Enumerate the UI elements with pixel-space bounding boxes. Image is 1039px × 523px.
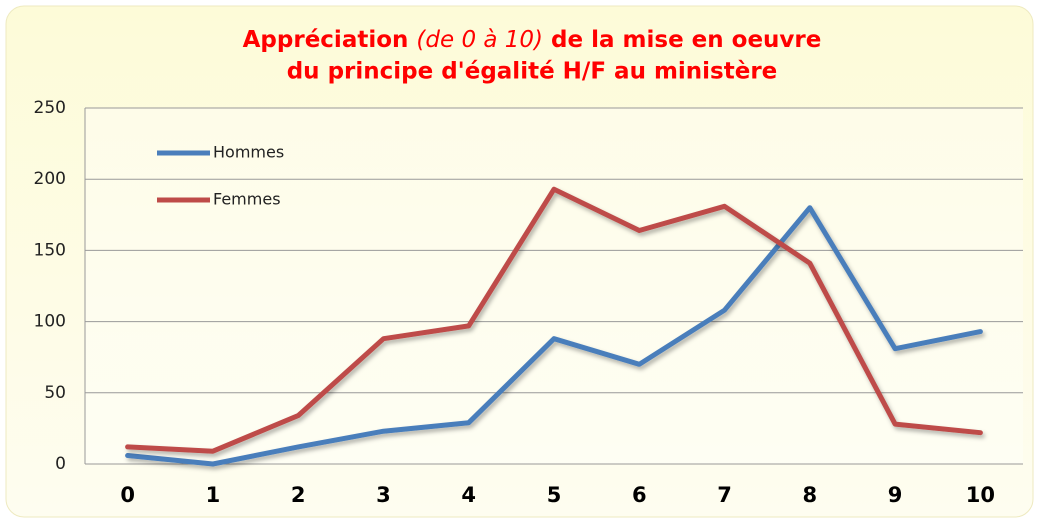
y-tick-label: 150 <box>34 240 66 260</box>
x-tick-label: 1 <box>206 483 221 507</box>
x-tick-label: 2 <box>291 483 306 507</box>
series-line <box>125 205 983 467</box>
x-tick-label: 8 <box>803 483 818 507</box>
chart-title: Appréciation (de 0 à 10) de la mise en o… <box>243 27 822 53</box>
x-tick-label: 9 <box>888 483 903 507</box>
y-tick-label: 0 <box>55 454 66 474</box>
chart-title-line: du principe d'égalité H/F au ministère <box>287 59 778 85</box>
x-tick-label: 7 <box>717 483 732 507</box>
y-tick-label: 200 <box>34 169 66 189</box>
y-tick-label: 250 <box>34 98 66 118</box>
legend-label: Femmes <box>213 190 281 209</box>
x-tick-label: 10 <box>966 483 995 507</box>
y-tick-label: 50 <box>44 383 66 403</box>
chart-background <box>5 5 1034 518</box>
x-tick-label: 3 <box>376 483 391 507</box>
x-tick-label: 0 <box>120 483 135 507</box>
series-line <box>125 186 983 454</box>
plot-area <box>85 108 1023 464</box>
y-tick-label: 100 <box>34 312 66 332</box>
legend-label: Hommes <box>213 143 284 162</box>
x-tick-label: 4 <box>461 483 476 507</box>
x-tick-label: 5 <box>547 483 562 507</box>
x-tick-label: 6 <box>632 483 647 507</box>
